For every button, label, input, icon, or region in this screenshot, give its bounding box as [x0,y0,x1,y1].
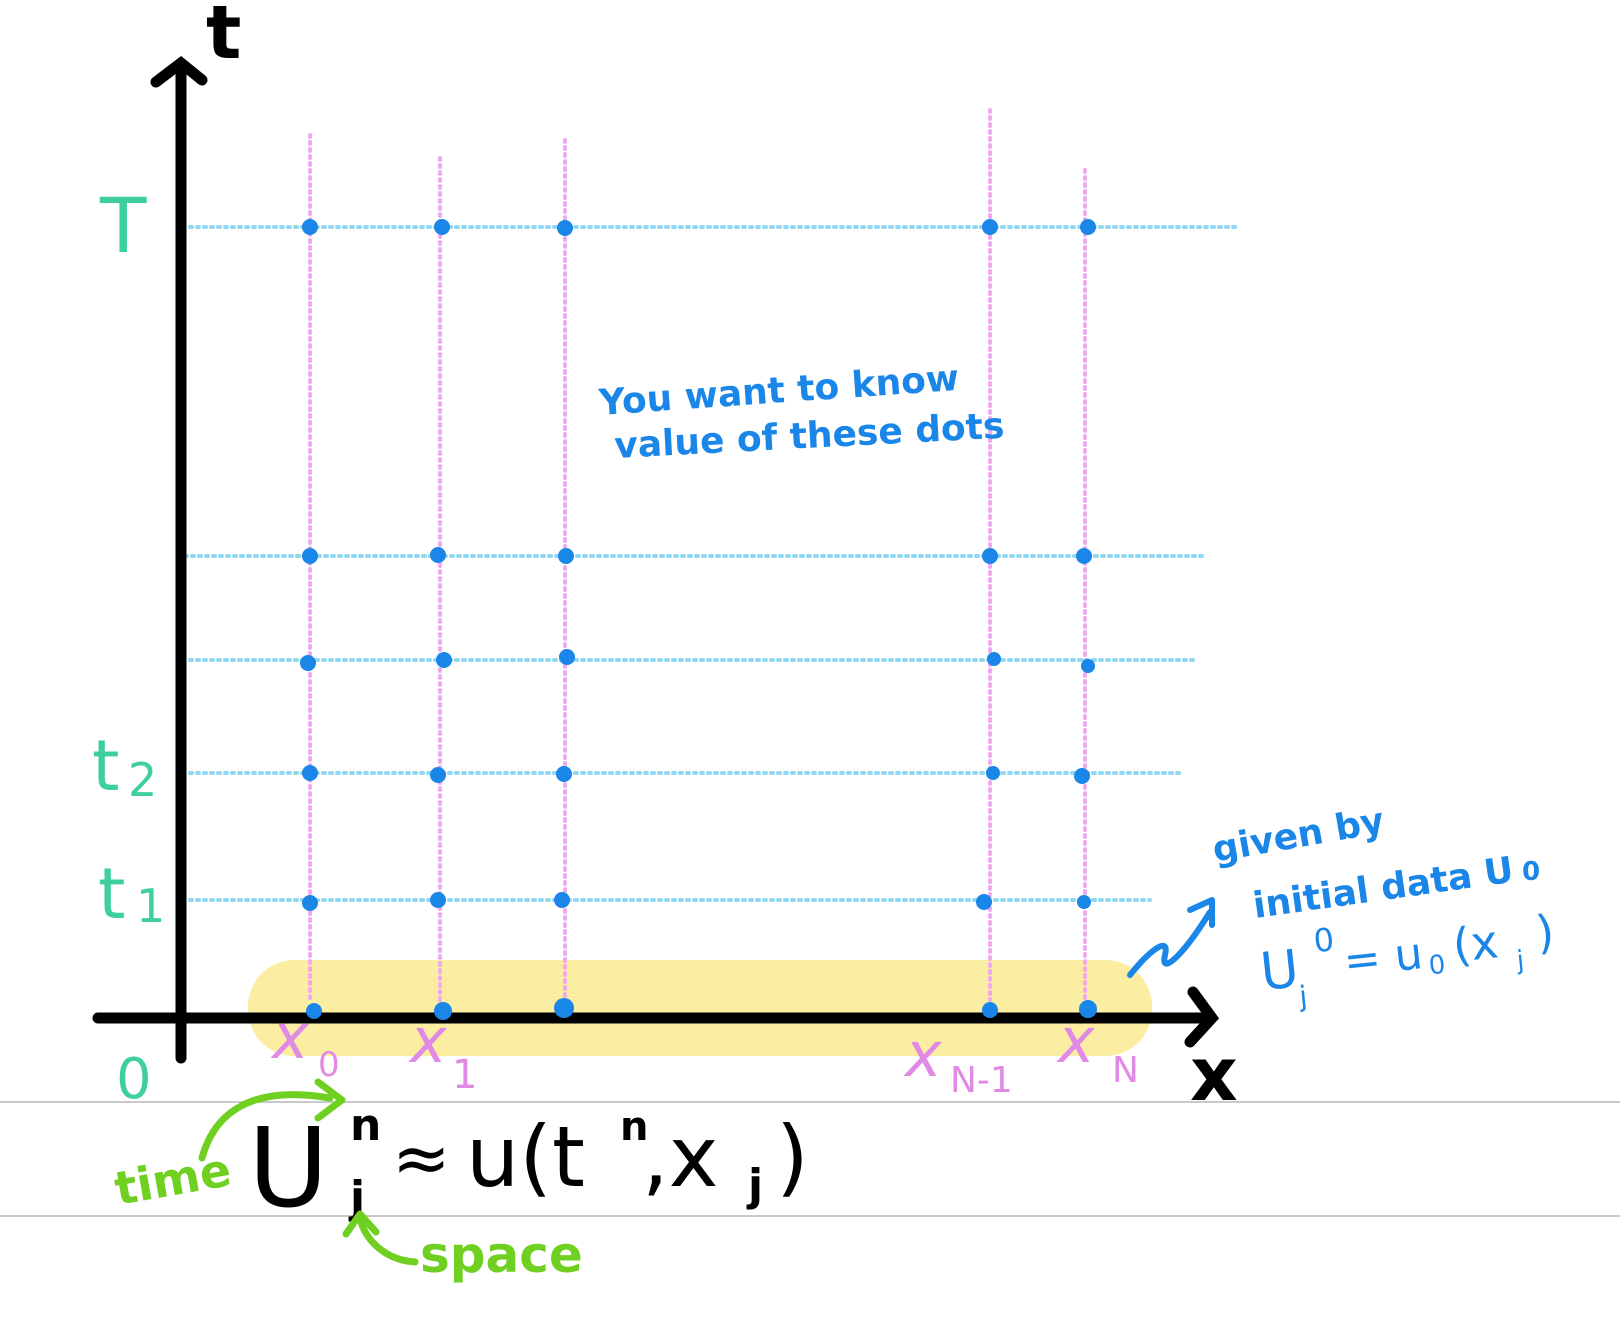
formula-U: U [248,1104,329,1232]
grid-point [430,892,446,908]
grid-point [987,652,1001,666]
initial-data-arrowhead [1187,897,1215,928]
grid-point [302,548,318,564]
x-axis-arrowhead [1184,986,1220,1048]
formula-rhs-sub: j [746,1160,763,1211]
grid-point [556,766,572,782]
grid-point [557,220,573,236]
horizontal-grid-lines [183,225,1240,902]
time-label-t2: t [92,725,119,807]
grid-point [302,219,318,235]
time-label-t1-sub: 1 [136,879,165,933]
origin-label: 0 [116,1047,152,1112]
grid-point [1077,895,1091,909]
grid-point [982,548,998,564]
t-axis-label: t [206,0,241,76]
grid-point [1076,548,1092,564]
formula: U n j ≈ u(t n ,x j ) [248,1100,809,1232]
grid-point [300,655,316,671]
space-label-x0: x [270,1000,310,1073]
initial-data-equation: U j 0 = u 0 (x j ) [1258,904,1557,1013]
formula-rhs-close: ) [776,1108,809,1206]
grid-point [306,1003,322,1019]
time-label-t1: t [98,853,125,935]
grid-point [1079,1000,1097,1018]
grid-point [554,892,570,908]
space-label-x0-sub: 0 [318,1045,340,1085]
grid-point [434,1002,452,1020]
time-label-t2-sub: 2 [128,753,157,807]
grid-point [982,219,998,235]
grid-point [302,765,318,781]
formula-rhs-mid: ,x [642,1108,718,1206]
note-initial-line2-sub: 0 [1522,857,1540,887]
grid-point [554,998,574,1018]
space-labels: x 0 x 1 x N-1 x N [270,1000,1139,1101]
grid-point [982,1002,998,1018]
grid-points [300,219,1097,1020]
eq-sub-j: j [1297,979,1309,1013]
eq-close: ) [1533,904,1556,960]
time-label-T: T [99,181,147,270]
grid-point [302,895,318,911]
space-label-xN1-sub: N-1 [950,1060,1013,1101]
grid-point [558,548,574,564]
time-annotation: time [111,1142,235,1215]
space-arrow [356,1214,419,1266]
space-label-xN1: x [903,1018,943,1091]
grid-point [976,894,992,910]
eq-arg-sub: j [1514,946,1525,977]
note-initial-line1: given by [1209,800,1387,870]
grid-point [430,767,446,783]
space-label-x1-sub: 1 [452,1052,477,1098]
x-axis-label: x [1190,1032,1238,1118]
eq-arg: (x [1450,914,1501,972]
space-annotation: space [420,1226,583,1284]
axes [92,56,1220,1064]
eq-sup-0: 0 [1312,920,1336,960]
grid-point [1081,659,1095,673]
formula-sup-n: n [350,1100,381,1151]
grid-point [436,652,452,668]
initial-data-arrow [1127,909,1213,978]
time-arrowhead [314,1078,346,1122]
formula-sub-j: j [348,1172,365,1223]
eq-U: U [1258,939,1302,1003]
grid-point [1074,768,1090,784]
grid-point [559,649,575,665]
eq-rhs-sub: 0 [1427,950,1447,982]
grid-point [430,547,446,563]
grid-point [986,766,1000,780]
space-arrowhead [342,1210,380,1238]
eq-rhs: = u [1341,928,1425,987]
initial-data-highlight [248,960,1152,1056]
formula-rhs-sup: n [620,1104,648,1150]
grid-point [434,219,450,235]
time-arrow [198,1091,334,1162]
formula-approx: ≈ [392,1117,451,1199]
grid-point [1080,219,1096,235]
t-axis-arrowhead [150,56,208,88]
space-label-xN-sub: N [1112,1050,1139,1091]
formula-rhs: u(t [466,1108,585,1206]
